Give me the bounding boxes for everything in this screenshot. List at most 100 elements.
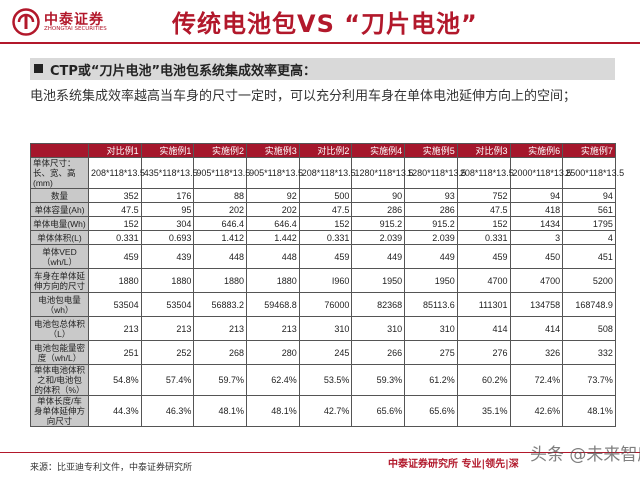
source-note: 来源：比亚迪专利文件，中泰证券研究所: [30, 463, 193, 473]
table-cell: 47.5: [88, 202, 142, 217]
table-column-header: 实施例4: [351, 143, 406, 158]
table-cell: 459: [456, 244, 511, 269]
table-row: 数量 352 176 88 92 500 90 93 752 94 94: [30, 188, 616, 203]
table-cell: 62.4%: [246, 364, 300, 396]
table-cell: 268: [193, 340, 248, 365]
table-cell: 0.331: [298, 230, 353, 245]
table-cell: 76000: [298, 292, 353, 317]
table-cell: 310: [351, 316, 406, 341]
table-cell: 56883.2: [193, 292, 248, 317]
row-label: 电池包总体积（L）: [30, 316, 89, 341]
row-label: 单体容量(Ah): [30, 202, 89, 217]
table-cell: 276: [456, 340, 511, 365]
table-cell: 73.7%: [562, 364, 616, 396]
table-cell: 208*118*13.5: [88, 157, 145, 189]
table-column-header: 实施例1: [140, 143, 195, 158]
table-cell: 95: [140, 202, 195, 217]
table-cell: 2500*118*13.5: [562, 157, 624, 189]
table-cell: 286: [351, 202, 406, 217]
table-cell: 176: [140, 188, 195, 203]
table-column-header: 对比例2: [298, 143, 353, 158]
table-row: 单体长度/车身单体延伸方向尺寸 44.3% 46.3% 48.1% 48.1% 42.7%…: [30, 395, 616, 427]
table-column-header: 实施例3: [246, 143, 300, 158]
table-cell: 1280*118*13.5: [404, 157, 466, 189]
table-cell: 252: [140, 340, 195, 365]
table-cell: 2000*118*13.5: [509, 157, 571, 189]
table-cell: 304: [140, 216, 195, 231]
logo-text-en: ZHONGTAI SECURITIES: [44, 26, 107, 32]
table-cell: 448: [193, 244, 248, 269]
table-cell: 213: [140, 316, 195, 341]
row-label: 单体长度/车身单体延伸方向尺寸: [30, 395, 89, 427]
logo-mark-icon: [12, 8, 40, 36]
table-cell: 92: [246, 188, 300, 203]
footer-brand: 中泰证券研究所 专业|领先|深: [388, 459, 519, 470]
table-cell: 2.039: [351, 230, 406, 245]
table-cell: 500: [298, 188, 353, 203]
table-cell: 1.442: [246, 230, 300, 245]
table-header-row: 对比例1 实施例1 实施例2 实施例3 对比例2 实施例4 实施例5 对比例3 实施例6 实施例7: [30, 143, 616, 158]
table-cell: 450: [509, 244, 564, 269]
logo-text-cn: 中泰证券: [44, 12, 104, 28]
table-cell: 152: [88, 216, 142, 231]
row-label: 电池包能量密度（wh/L）: [30, 340, 89, 365]
table-cell: 310: [298, 316, 353, 341]
table-cell: 90: [351, 188, 406, 203]
table-cell: 1950: [351, 268, 406, 293]
table-row: 单体VED（wh/L） 459 439 448 448 459 449 449 459 450 45…: [30, 244, 616, 269]
table-cell: 85113.6: [404, 292, 458, 317]
table-cell: 134758: [509, 292, 564, 317]
table-cell: 0.331: [88, 230, 142, 245]
header: 中泰证券 ZHONGTAI SECURITIES 传统电池包VS “刀片电池”: [0, 0, 640, 44]
table-cell: 1880: [193, 268, 248, 293]
table-cell: 251: [88, 340, 142, 365]
table-column-header: 实施例2: [193, 143, 248, 158]
table-cell: 418: [509, 202, 564, 217]
table-cell: 266: [351, 340, 406, 365]
table-cell: 72.4%: [509, 364, 564, 396]
table-cell: 5200: [562, 268, 616, 293]
table-cell: 451: [562, 244, 616, 269]
table-cell: 2.039: [404, 230, 458, 245]
row-label: 数量: [30, 188, 89, 203]
table-cell: 168748.9: [562, 292, 616, 317]
table-cell: 213: [246, 316, 300, 341]
table-cell: 53504: [88, 292, 142, 317]
table-cell: 449: [404, 244, 458, 269]
table-cell: 88: [193, 188, 248, 203]
table-cell: 245: [298, 340, 353, 365]
table-cell: 94: [509, 188, 564, 203]
footer-divider: [0, 452, 640, 453]
row-label: 电池包电量（wh）: [30, 292, 89, 317]
table-cell: 414: [456, 316, 511, 341]
table-cell: 59468.8: [246, 292, 300, 317]
table-row: 电池包能量密度（wh/L） 251 252 268 280 245 266 275 276 326…: [30, 340, 616, 365]
table-cell: 1880: [246, 268, 300, 293]
table-corner-cell: [30, 143, 89, 158]
table-cell: 326: [509, 340, 564, 365]
table-cell: 3: [509, 230, 564, 245]
table-column-header: 对比例3: [456, 143, 511, 158]
table-cell: 65.6%: [351, 395, 406, 427]
table-cell: 54.8%: [88, 364, 142, 396]
table-cell: 752: [456, 188, 511, 203]
table-cell: 459: [88, 244, 142, 269]
table-cell: 82368: [351, 292, 406, 317]
table-cell: 152: [298, 216, 353, 231]
table-body: 单体尺寸：长、宽、高(mm) 208*118*13.5 435*118*13.5 90…: [30, 157, 624, 427]
table-cell: 4700: [456, 268, 511, 293]
table-cell: 0.331: [456, 230, 511, 245]
table-cell: 48.1%: [562, 395, 616, 427]
table-cell: 414: [509, 316, 564, 341]
table-cell: I960: [298, 268, 353, 293]
table-cell: 213: [88, 316, 142, 341]
row-label: 单体电量(Wh): [30, 216, 89, 231]
table-cell: 4: [562, 230, 616, 245]
table-cell: 152: [456, 216, 511, 231]
table-row: 单体容量(Ah) 47.5 95 202 202 47.5 286 286 47.5 418 561: [30, 202, 616, 217]
table-cell: 61.2%: [404, 364, 458, 396]
table-cell: 35.1%: [456, 395, 511, 427]
table-cell: 561: [562, 202, 616, 217]
table-cell: 280: [246, 340, 300, 365]
table-cell: 310: [404, 316, 458, 341]
